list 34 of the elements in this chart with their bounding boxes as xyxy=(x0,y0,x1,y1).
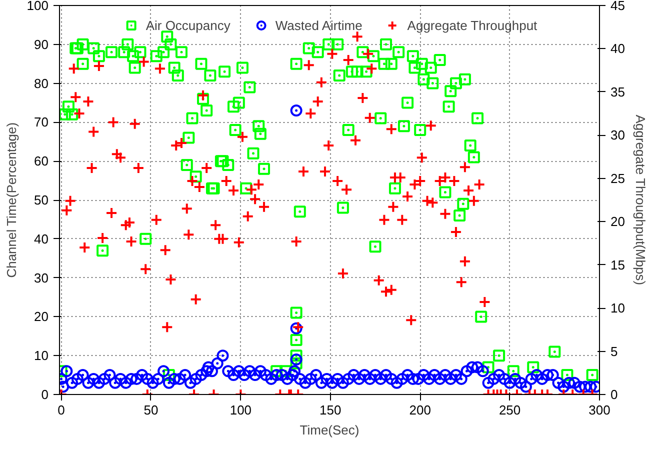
y-axis-title: Channel Time(Percentage) xyxy=(4,122,19,278)
x-tick-label: 300 xyxy=(588,402,610,418)
y2-tick-label: 15 xyxy=(610,257,625,272)
y-tick-label: 90 xyxy=(34,36,49,52)
x-tick-label: 150 xyxy=(320,402,342,418)
y-tick-label: 30 xyxy=(34,270,49,286)
y-tick-label: 80 xyxy=(34,76,49,91)
x-axis-title: Time(Sec) xyxy=(300,422,360,438)
y-tick-label: 10 xyxy=(34,348,49,364)
x-tick-label: 250 xyxy=(498,402,521,418)
y-tick-label: 70 xyxy=(34,114,49,130)
y2-tick-label: 35 xyxy=(610,84,625,100)
y2-tick-label: 25 xyxy=(610,170,625,186)
legend-label: Air Occupancy xyxy=(146,18,230,32)
x-tick-label: 200 xyxy=(409,402,431,418)
y2-axis-title: Aggregate Throughput(Mbps) xyxy=(632,114,648,286)
y-tick-label: 0 xyxy=(41,387,49,402)
x-tick-label: 100 xyxy=(230,402,252,418)
y2-tick-label: 45 xyxy=(610,0,625,13)
y-tick-label: 20 xyxy=(34,309,49,324)
y-tick-label: 60 xyxy=(34,154,49,169)
y2-tick-label: 5 xyxy=(610,344,618,359)
y-tick-label: 50 xyxy=(34,192,49,208)
x-tick-label: 0 xyxy=(58,402,65,418)
y2-tick-label: 0 xyxy=(610,387,618,402)
x-tick-label: 50 xyxy=(144,402,158,418)
y2-tick-label: 30 xyxy=(610,128,625,143)
legend-label: Wasted Airtime xyxy=(275,18,362,32)
y2-tick-label: 20 xyxy=(610,214,625,230)
y2-tick-label: 10 xyxy=(610,300,625,316)
legend-label: Aggregate Throughput xyxy=(407,18,538,32)
y-tick-label: 100 xyxy=(26,0,49,13)
y2-tick-label: 40 xyxy=(610,41,625,56)
y-tick-label: 40 xyxy=(34,231,49,246)
